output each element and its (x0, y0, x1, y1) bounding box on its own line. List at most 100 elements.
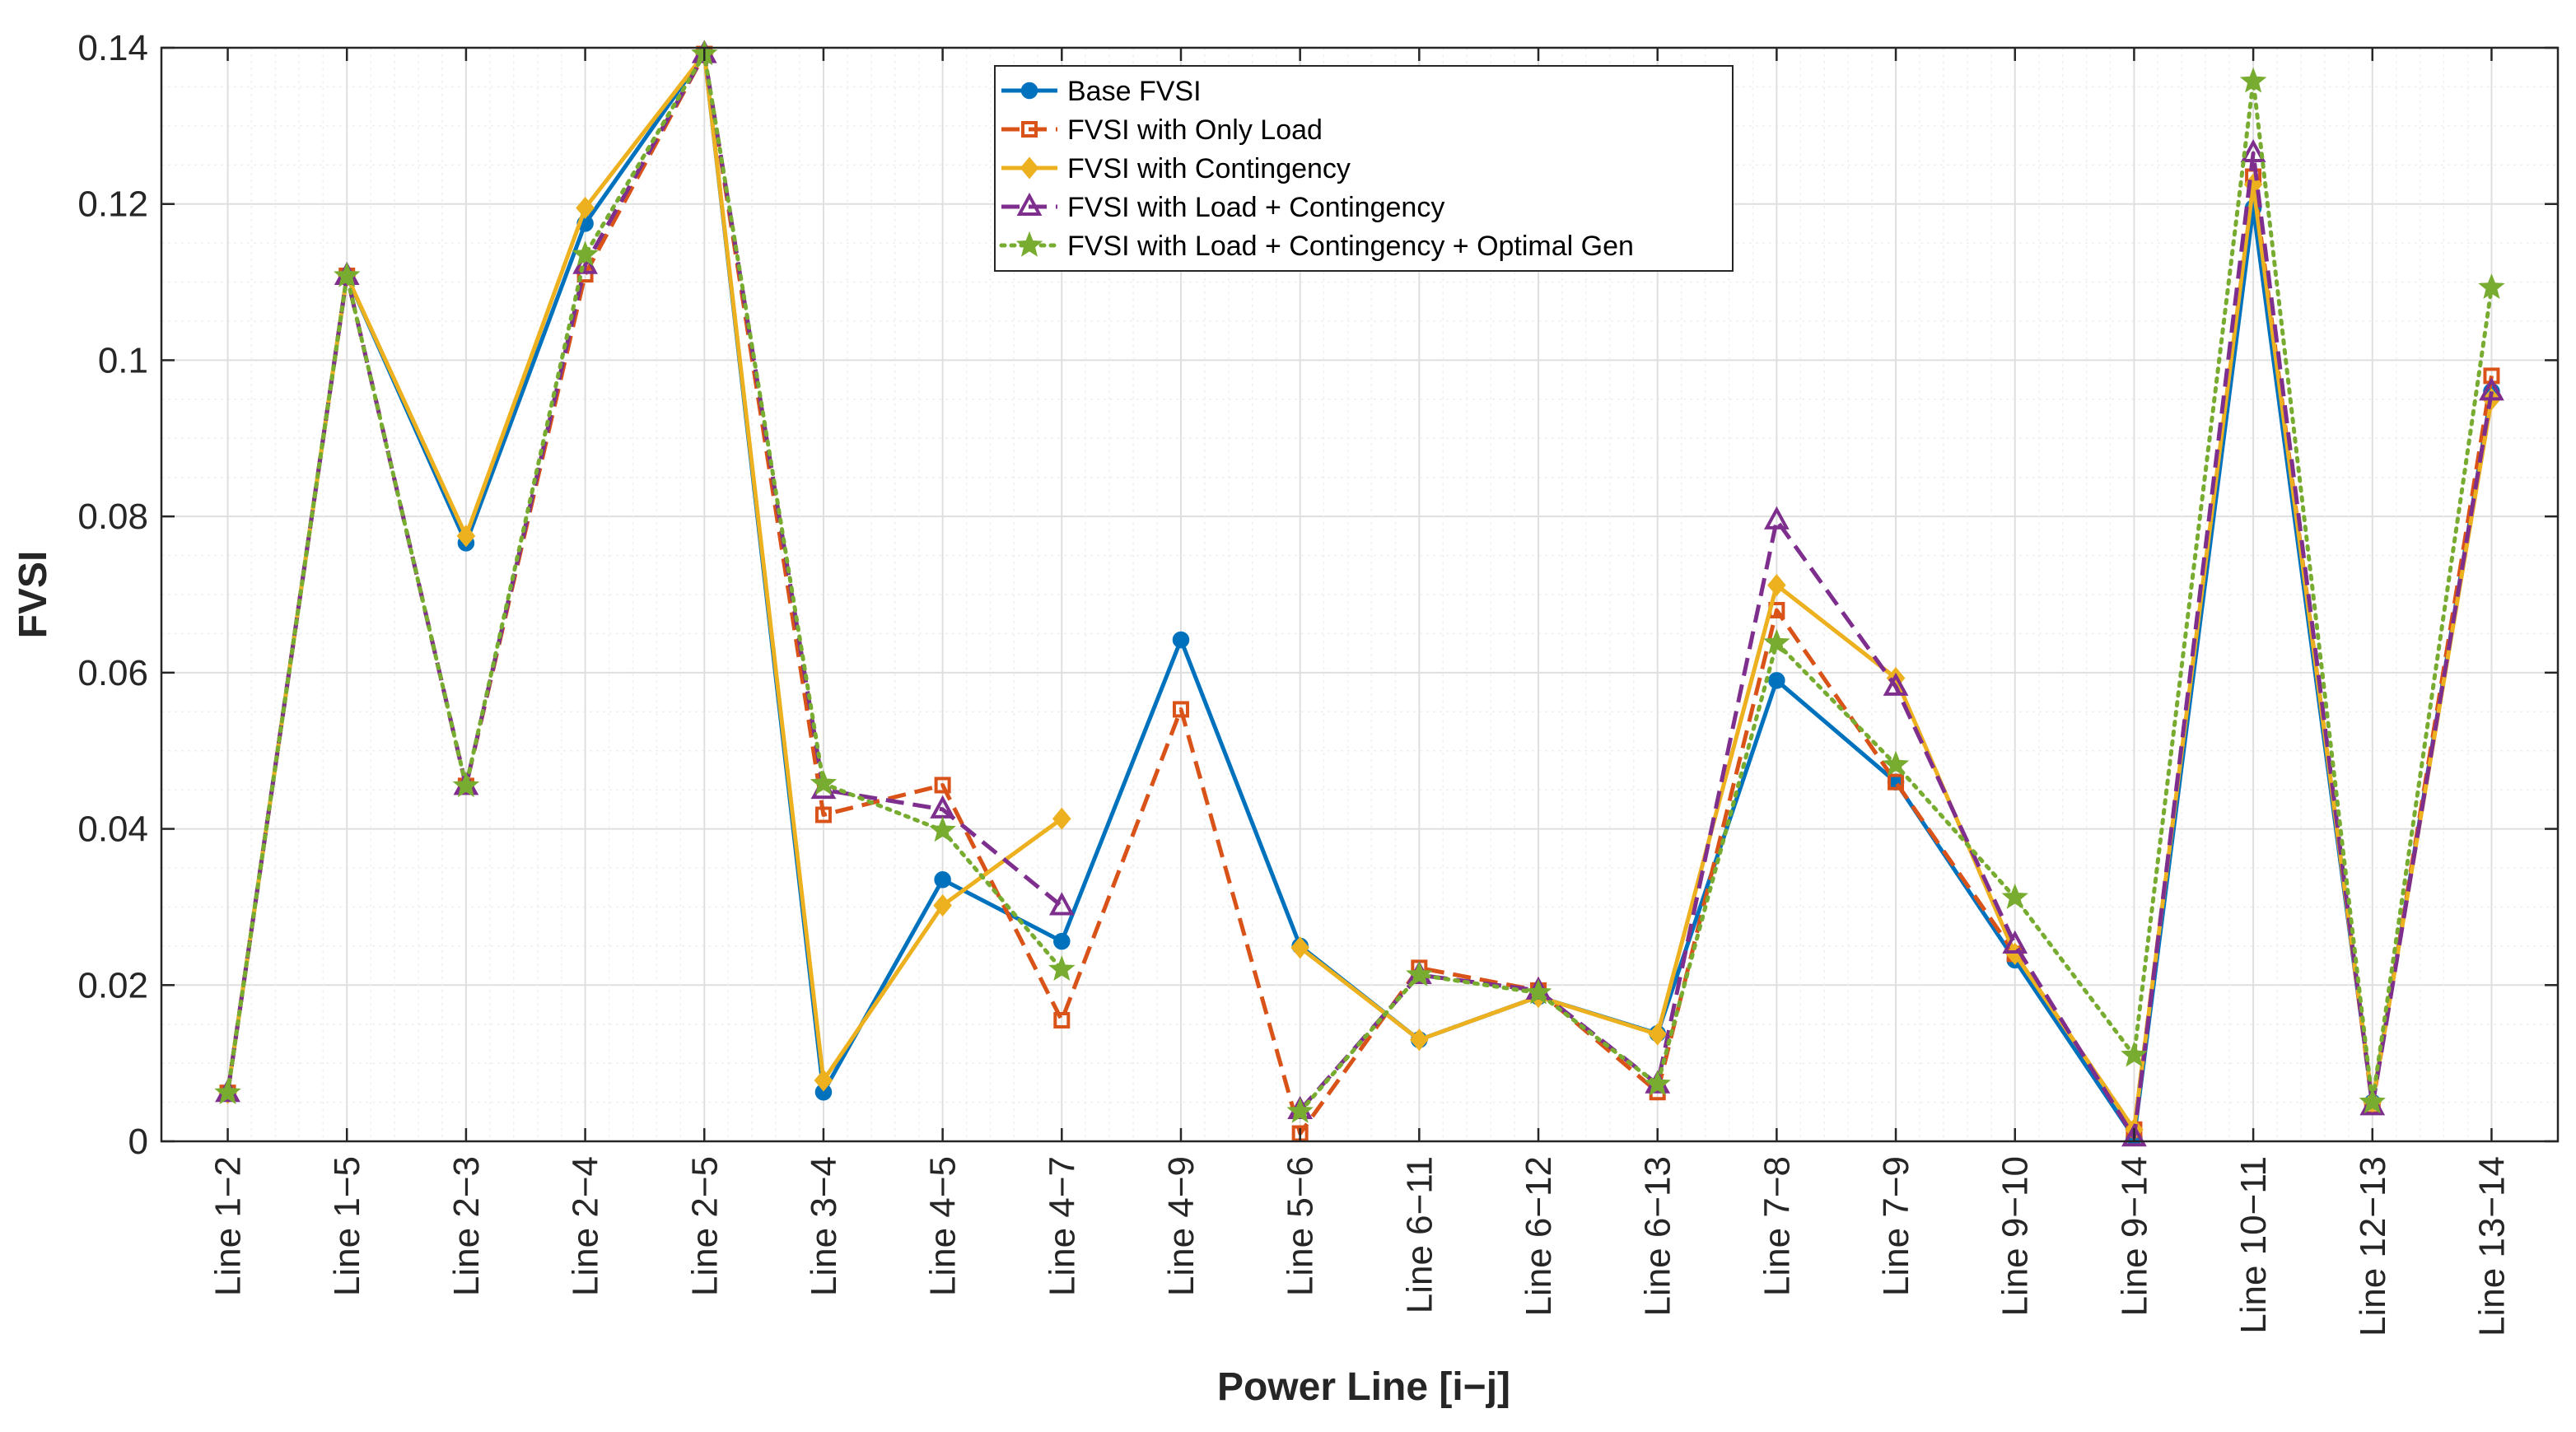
data-marker (2121, 1041, 2148, 1067)
axes-layer (160, 46, 2560, 1143)
x-tick-label: Line 7−8 (1757, 1156, 1797, 1296)
data-marker (576, 196, 595, 220)
data-marker (1015, 231, 1043, 257)
data-marker (933, 893, 952, 917)
data-marker (1882, 750, 1910, 777)
x-tick-label: Line 6−12 (1519, 1156, 1559, 1317)
data-marker (814, 806, 832, 823)
x-tick-label: Line 13−14 (2472, 1156, 2513, 1336)
y-tick-labels: 0 0.02 0.04 0.06 0.08 0.1 0.12 0.14 (77, 28, 148, 1162)
data-marker (934, 777, 951, 794)
legend-item: FVSI with Contingency (1001, 153, 1351, 184)
data-marker (2240, 138, 2266, 163)
y-tick-label: 0.02 (77, 965, 148, 1005)
legend-item: FVSI with Load + Contingency + Optimal G… (999, 231, 1634, 262)
data-marker (1768, 672, 1785, 689)
data-marker (2121, 1123, 2147, 1147)
data-marker (2001, 883, 2028, 909)
x-tick-label: Line 10−11 (2233, 1156, 2274, 1334)
legend-item: FVSI with Only Load (1001, 114, 1323, 146)
x-tick-label: Line 2−5 (684, 1156, 725, 1296)
data-marker (2359, 1088, 2386, 1114)
data-marker (334, 261, 361, 287)
x-tick-label: Line 4−5 (923, 1156, 964, 1296)
data-marker (456, 525, 476, 548)
x-tick-label: Line 1−5 (327, 1156, 367, 1296)
y-axis-title: FVSI (12, 551, 55, 639)
legend: Base FVSI FVSI with Only Load FVSI with Co… (994, 65, 1734, 272)
y-tick-label: 0.14 (77, 28, 148, 68)
x-tick-label: Line 9−14 (2114, 1156, 2154, 1317)
data-marker (1644, 1070, 1671, 1096)
x-tick-label: Line 2−4 (566, 1156, 606, 1296)
data-marker (1286, 1097, 1314, 1123)
series-line (226, 52, 1064, 1095)
data-marker (1406, 960, 1433, 987)
legend-box (994, 65, 1734, 272)
data-marker (1020, 156, 1039, 180)
y-tick-label: 0.04 (77, 809, 148, 850)
series-line (226, 52, 1063, 1094)
data-marker (1172, 631, 1190, 649)
data-marker (810, 769, 838, 795)
legend-label: FVSI with Load + Contingency + Optimal G… (1067, 231, 1634, 262)
data-marker (929, 816, 956, 842)
data-marker (1883, 672, 1909, 696)
legend-label: FVSI with Load + Contingency (1067, 192, 1444, 223)
data-marker (1764, 506, 1790, 529)
legend-label: FVSI with Only Load (1067, 114, 1323, 146)
series-5 (214, 40, 2505, 1123)
data-marker (1290, 936, 1309, 959)
y-tick-label: 0.12 (77, 184, 148, 225)
legend-item: FVSI with Load + Contingency (1001, 192, 1444, 223)
data-marker (1053, 932, 1071, 950)
y-tick-label: 0 (128, 1122, 148, 1162)
legend-label: FVSI with Contingency (1067, 153, 1351, 184)
series-line (226, 52, 1063, 1094)
data-marker (1048, 955, 1076, 982)
y-tick-label: 0.08 (77, 497, 148, 537)
data-marker (1048, 892, 1075, 916)
y-tick-label: 0.06 (77, 653, 148, 693)
data-marker (1053, 1011, 1071, 1029)
x-tick-label: Line 9−10 (1995, 1156, 2036, 1317)
data-marker (1767, 574, 1786, 597)
data-marker (572, 240, 599, 267)
data-marker (934, 870, 951, 889)
plot-frame (160, 46, 2560, 1143)
x-tick-label: Line 3−4 (804, 1156, 844, 1296)
data-marker (2479, 377, 2504, 401)
data-marker (1648, 1023, 1667, 1046)
data-marker (1172, 701, 1189, 718)
x-tick-label: Line 6−11 (1399, 1156, 1440, 1313)
data-marker (1888, 773, 1905, 791)
data-marker (1410, 1029, 1429, 1052)
x-tick-label: Line 2−3 (446, 1156, 487, 1296)
x-tick-label: Line 7−9 (1876, 1156, 1916, 1296)
data-marker (1020, 82, 1038, 100)
x-tick-label: Line 4−9 (1161, 1156, 1202, 1296)
data-marker (2478, 273, 2505, 299)
data-marker (1016, 192, 1043, 216)
data-marker (1763, 628, 1790, 655)
x-tick-label: Line 1−2 (208, 1156, 249, 1296)
data-marker (1524, 978, 1552, 1005)
y-tick-label: 0.1 (98, 340, 148, 380)
x-tick-label: Line 6−13 (1638, 1156, 1678, 1317)
data-marker (814, 1069, 833, 1092)
legend-item: Base FVSI (1001, 76, 1202, 107)
x-tick-label: Line 4−7 (1042, 1156, 1082, 1296)
data-marker (452, 772, 480, 798)
legend-label: Base FVSI (1067, 76, 1202, 107)
series-layer (214, 40, 2505, 1147)
data-marker (2002, 930, 2028, 954)
data-marker (2239, 67, 2267, 93)
x-axis-title: Power Line [i−j] (1217, 1365, 1510, 1409)
x-tick-labels: Line 1−2 Line 1−5 Line 2−3 Line 2−4 Line 2−5… (208, 1156, 2513, 1336)
x-tick-label: Line 5−6 (1281, 1156, 1321, 1296)
data-marker (1021, 121, 1038, 138)
data-marker (1052, 807, 1071, 830)
x-tick-label: Line 12−13 (2353, 1156, 2393, 1336)
